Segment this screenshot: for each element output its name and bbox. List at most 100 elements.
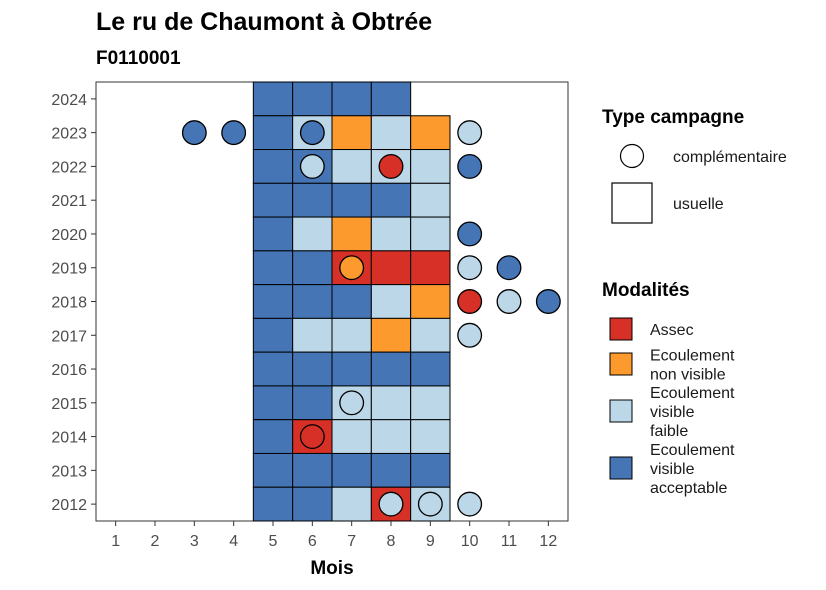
point-2014-6 (299, 424, 325, 450)
point-2023-4 (221, 120, 247, 146)
point-2023-6 (299, 120, 325, 146)
x-tick-label-9: 9 (426, 533, 435, 550)
cell-2017-8 (370, 317, 412, 353)
cell-2023-5 (252, 115, 294, 151)
cell-2019-8 (370, 250, 412, 286)
cell-2012-6 (292, 486, 333, 522)
y-tick-label-2014: 2014 (51, 430, 87, 447)
point-2019-10 (457, 255, 483, 281)
point-2023-3 (181, 120, 207, 146)
legend-campagne-label-usuelle: usuelle (673, 196, 724, 213)
legend-campagne-label-complementaire: complémentaire (673, 149, 787, 166)
cell-2012-7 (331, 486, 372, 522)
cell-2017-5 (252, 317, 294, 353)
cell-2015-9 (410, 385, 451, 421)
chart-title: Le ru de Chaumont à Obtrée (96, 8, 432, 36)
cell-2018-8 (370, 284, 412, 319)
x-tick-label-3: 3 (190, 533, 199, 550)
cell-2017-9 (410, 317, 451, 353)
cell-2013-6 (292, 452, 333, 488)
x-tick-label-4: 4 (229, 533, 238, 550)
cell-2021-8 (370, 182, 412, 218)
cell-2016-6 (292, 351, 333, 387)
legend-label-0-line-0: Assec (650, 322, 694, 339)
cell-2021-9 (410, 182, 451, 218)
point-2012-8 (378, 491, 404, 517)
cell-2013-7 (331, 452, 372, 488)
cell-2020-8 (370, 216, 412, 252)
y-axis: 2012 2013 2014 2015 2016 2017 2018 2019 2020 2021… (51, 92, 96, 514)
cell-2013-8 (370, 452, 412, 488)
chart-subtitle: F0110001 (96, 48, 181, 69)
point-2022-8 (378, 153, 404, 179)
legend-type-campagne: Type campagne complémentaire usuelle (602, 107, 787, 224)
cell-2017-7 (331, 317, 372, 353)
legend-key-ecoulement-visible-faible (609, 399, 633, 423)
legend-key-ecoulement-non-visible (609, 352, 633, 376)
y-tick-label-2012: 2012 (51, 497, 87, 514)
legend-label-2-line-2: faible (650, 423, 688, 440)
cell-2016-9 (410, 351, 451, 387)
cell-2023-9 (410, 115, 451, 151)
point-2015-7 (339, 390, 365, 416)
cell-2016-5 (252, 351, 294, 387)
cell-2022-5 (252, 149, 294, 184)
point-2023-10 (457, 120, 483, 146)
cell-2014-8 (370, 419, 412, 454)
x-tick-label-7: 7 (347, 533, 356, 550)
legend-key-assec (609, 317, 633, 341)
legend-campagne-title: Type campagne (602, 107, 744, 128)
cell-2020-9 (410, 216, 451, 252)
cell-2013-9 (410, 452, 451, 488)
cell-2021-7 (331, 182, 372, 218)
cell-2019-9 (410, 250, 451, 286)
cell-2016-8 (370, 351, 412, 387)
x-tick-label-6: 6 (308, 533, 317, 550)
cell-2017-6 (292, 317, 333, 353)
cell-2015-6 (292, 385, 333, 421)
y-tick-label-2021: 2021 (51, 193, 87, 210)
cell-2018-7 (331, 284, 372, 319)
point-2018-12 (535, 289, 561, 314)
point-2012-10 (457, 491, 483, 517)
y-tick-label-2015: 2015 (51, 396, 87, 413)
cell-2013-5 (252, 452, 294, 488)
cell-2014-5 (252, 419, 294, 454)
cell-2015-8 (370, 385, 412, 421)
point-2020-10 (457, 221, 483, 247)
legend-key-ecoulement-visible-acceptable (609, 456, 633, 480)
legend-label-3-line-1: visible (650, 461, 695, 478)
cell-2016-7 (331, 351, 372, 387)
cell-2023-8 (370, 115, 412, 151)
point-2019-11 (496, 255, 522, 281)
cell-2018-9 (410, 284, 451, 319)
y-tick-label-2018: 2018 (51, 295, 87, 312)
cell-2014-7 (331, 419, 372, 454)
legend-label-1-line-0: Ecoulement (650, 348, 735, 365)
x-tick-label-10: 10 (461, 533, 479, 550)
x-axis-title: Mois (310, 558, 353, 579)
x-tick-label-12: 12 (539, 533, 557, 550)
cell-2020-5 (252, 216, 294, 252)
cell-2024-5 (252, 81, 294, 117)
heatmap-cells (252, 81, 451, 522)
cell-2014-9 (410, 419, 451, 454)
cell-2021-6 (292, 182, 333, 218)
cell-2023-7 (331, 115, 372, 151)
cell-2018-6 (292, 284, 333, 319)
point-2019-7 (339, 255, 365, 281)
cell-2020-7 (331, 216, 372, 252)
cell-2020-6 (292, 216, 333, 252)
cell-2021-5 (252, 182, 294, 218)
point-2017-10 (457, 322, 483, 348)
legend-label-1-line-1: non visible (650, 367, 726, 384)
cell-2022-7 (331, 149, 372, 184)
y-tick-label-2016: 2016 (51, 362, 87, 379)
point-2022-10 (457, 153, 483, 179)
x-tick-label-8: 8 (387, 533, 396, 550)
complementaire-points (181, 120, 561, 517)
y-tick-label-2020: 2020 (51, 227, 87, 244)
cell-2018-5 (252, 284, 294, 319)
